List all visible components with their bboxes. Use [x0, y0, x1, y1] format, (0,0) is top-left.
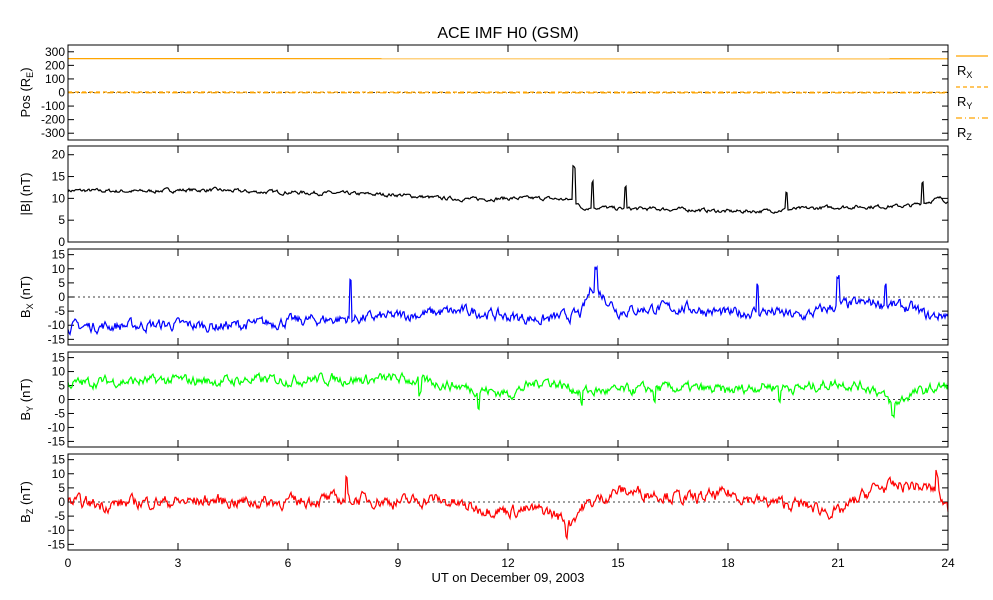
pos-ytick-label: -100 [41, 99, 65, 113]
by-ytick-label: 10 [52, 365, 66, 379]
by-series-0-line [67, 371, 949, 419]
bz-panel-frame [67, 453, 949, 551]
by-panel-frame [67, 351, 949, 448]
pos-ytick-label: -300 [41, 126, 65, 140]
bx-y-axis-label: BX (nT) [18, 276, 35, 318]
x-axis-label: UT on December 09, 2003 [432, 570, 585, 585]
x-tick-label: 24 [941, 556, 955, 570]
bz-y-axis-label: BZ (nT) [18, 481, 35, 523]
x-tick-label: 15 [611, 556, 625, 570]
bmag-ytick-label: 15 [52, 170, 66, 184]
x-tick-label: 18 [721, 556, 735, 570]
bmag-series-0-line [67, 164, 949, 215]
bmag-ytick-label: 0 [58, 235, 65, 249]
bx-ytick-label: -10 [48, 318, 66, 332]
x-tick-label: 3 [175, 556, 182, 570]
by-ytick-label: 5 [58, 379, 65, 393]
bmag-panel-frame [67, 145, 949, 243]
pos-ytick-label: 200 [45, 58, 65, 72]
by-ytick-label: -5 [54, 406, 65, 420]
bx-ytick-label: 15 [52, 248, 66, 262]
bmag-y-axis-label: |B| (nT) [18, 173, 33, 216]
bz-ytick-label: 15 [52, 453, 66, 467]
legend-label-0: RX [957, 63, 972, 80]
bx-ytick-label: -5 [54, 304, 65, 318]
legend-label-2: RZ [957, 125, 972, 142]
bz-ytick-label: 0 [58, 495, 65, 509]
by-ytick-label: 0 [58, 393, 65, 407]
x-tick-label: 12 [501, 556, 515, 570]
bz-ytick-label: 5 [58, 481, 65, 495]
by-ytick-label: -15 [48, 434, 66, 448]
x-tick-label: 21 [831, 556, 845, 570]
bx-ytick-label: 10 [52, 262, 66, 276]
by-ytick-label: -10 [48, 420, 66, 434]
legend-label-1: RY [957, 94, 972, 111]
bz-ytick-label: -5 [54, 509, 65, 523]
bz-series-0-line [67, 469, 949, 541]
bmag-ytick-label: 10 [52, 191, 66, 205]
x-tick-label: 0 [65, 556, 72, 570]
pos-y-axis-label: Pos (RE) [18, 67, 35, 117]
by-y-axis-label: BY (nT) [18, 378, 35, 420]
x-tick-label: 6 [285, 556, 292, 570]
bz-ytick-label: 10 [52, 467, 66, 481]
pos-ytick-label: 300 [45, 45, 65, 59]
pos-ytick-label: 100 [45, 72, 65, 86]
bx-series-0-line [67, 264, 949, 337]
bmag-ytick-label: 20 [52, 148, 66, 162]
bmag-ytick-label: 5 [58, 213, 65, 227]
bx-panel-frame [67, 248, 949, 346]
bz-ytick-label: -10 [48, 523, 66, 537]
bz-ytick-label: -15 [48, 537, 66, 551]
bx-ytick-label: 5 [58, 276, 65, 290]
pos-ytick-label: 0 [58, 86, 65, 100]
chart-title: ACE IMF H0 (GSM) [437, 25, 578, 42]
pos-panel-frame [67, 44, 949, 141]
bx-ytick-label: 0 [58, 290, 65, 304]
x-tick-label: 9 [395, 556, 402, 570]
bx-ytick-label: -15 [48, 332, 66, 346]
pos-ytick-label: -200 [41, 113, 65, 127]
by-ytick-label: 15 [52, 351, 66, 365]
